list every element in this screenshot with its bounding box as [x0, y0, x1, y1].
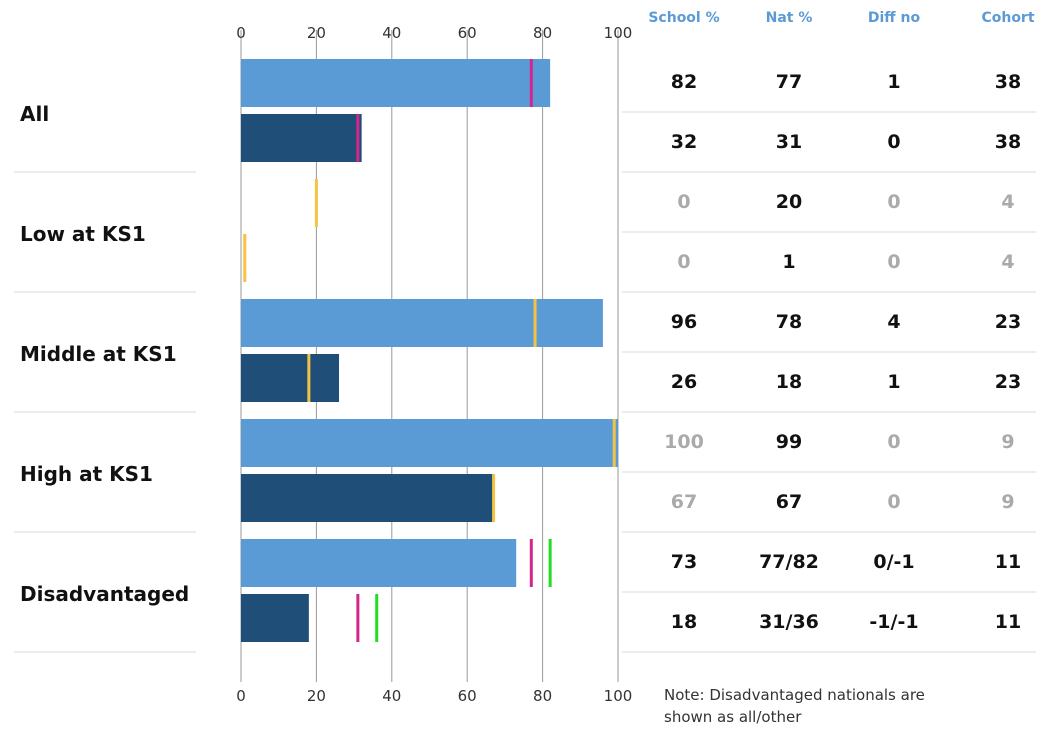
bar-dark [241, 114, 362, 162]
top-tick-label: 60 [458, 24, 477, 42]
top-tick-label: 20 [307, 24, 326, 42]
table-cell: 38 [995, 71, 1021, 93]
bar-light [241, 539, 517, 587]
column-header: Diff no [868, 10, 921, 26]
table-cell: 9 [1001, 431, 1014, 453]
table-cell: 0 [887, 131, 900, 153]
top-tick-label: 80 [533, 24, 552, 42]
national-markers [243, 59, 616, 642]
table-cell: 23 [995, 311, 1021, 333]
bar-dark [241, 474, 494, 522]
table-cell: 82 [671, 71, 697, 93]
table-cell: 11 [995, 611, 1021, 633]
table-cell: 73 [671, 551, 697, 573]
group-label: High at KS1 [20, 462, 153, 486]
group-labels: All Low at KS1 Middle at KS1 High at KS1 Dis… [20, 102, 189, 606]
row-separators [14, 111, 1036, 653]
bottom-tick-label: 40 [382, 687, 401, 705]
table-cell: 0 [677, 251, 690, 273]
group-label: Disadvantaged [20, 582, 189, 606]
bar-dark [241, 594, 309, 642]
table-cell: 32 [671, 131, 697, 153]
bars [241, 59, 618, 642]
table-cell: 20 [776, 191, 802, 213]
bottom-tick-label: 0 [236, 687, 246, 705]
top-axis: 0 20 40 60 80 100 [236, 24, 632, 42]
table-cell: 100 [664, 431, 704, 453]
bottom-axis: 0 20 40 60 80 100 [236, 687, 632, 705]
table-cell: 0 [887, 491, 900, 513]
bar-light [241, 59, 551, 107]
table-cell: 9 [1001, 491, 1014, 513]
group-label: Low at KS1 [20, 222, 146, 246]
table-cell: 0 [677, 191, 690, 213]
table-cell: 67 [671, 491, 697, 513]
table-cell: 11 [995, 551, 1021, 573]
group-label: All [20, 102, 49, 126]
table-cell: 0/-1 [873, 551, 914, 573]
table-cell: 4 [1001, 251, 1014, 273]
table-cell: 96 [671, 311, 697, 333]
group-label: Middle at KS1 [20, 342, 177, 366]
table-cell: 67 [776, 491, 802, 513]
table-cell: 77 [776, 71, 802, 93]
bottom-tick-label: 20 [307, 687, 326, 705]
column-header: School % [648, 10, 719, 26]
table-header: School % Nat % Diff no Cohort [648, 10, 1034, 26]
table-cell: 38 [995, 131, 1021, 153]
bar-light [241, 299, 603, 347]
table-cell: 0 [887, 251, 900, 273]
table-cell: 0 [887, 191, 900, 213]
bottom-tick-label: 60 [458, 687, 477, 705]
table-cell: 77/82 [759, 551, 819, 573]
table-cell: 4 [887, 311, 900, 333]
column-header: Nat % [766, 10, 813, 26]
disadvantaged-note: Note: Disadvantaged nationals are shown … [664, 686, 925, 726]
table-cell: 1 [887, 71, 900, 93]
column-header: Cohort [981, 10, 1034, 26]
bar-light [241, 419, 618, 467]
table-cell: 23 [995, 371, 1021, 393]
table-cell: 0 [887, 431, 900, 453]
table-cells: 82 77 1 38 32 31 0 38 0 20 0 4 0 1 0 4 96 78 4 23 26 18 1 23 100… [664, 71, 1021, 633]
top-tick-label: 100 [604, 24, 633, 42]
top-tick-label: 0 [236, 24, 246, 42]
bottom-tick-label: 80 [533, 687, 552, 705]
table-cell: 31/36 [759, 611, 819, 633]
table-cell: 18 [671, 611, 697, 633]
table-cell: 99 [776, 431, 802, 453]
table-cell: 1 [887, 371, 900, 393]
bar-dark [241, 354, 340, 402]
top-tick-label: 40 [382, 24, 401, 42]
table-cell: 18 [776, 371, 802, 393]
table-cell: -1/-1 [869, 611, 918, 633]
table-cell: 4 [1001, 191, 1014, 213]
table-cell: 26 [671, 371, 697, 393]
table-cell: 31 [776, 131, 802, 153]
table-cell: 78 [776, 311, 802, 333]
table-cell: 1 [782, 251, 795, 273]
bottom-tick-label: 100 [604, 687, 633, 705]
